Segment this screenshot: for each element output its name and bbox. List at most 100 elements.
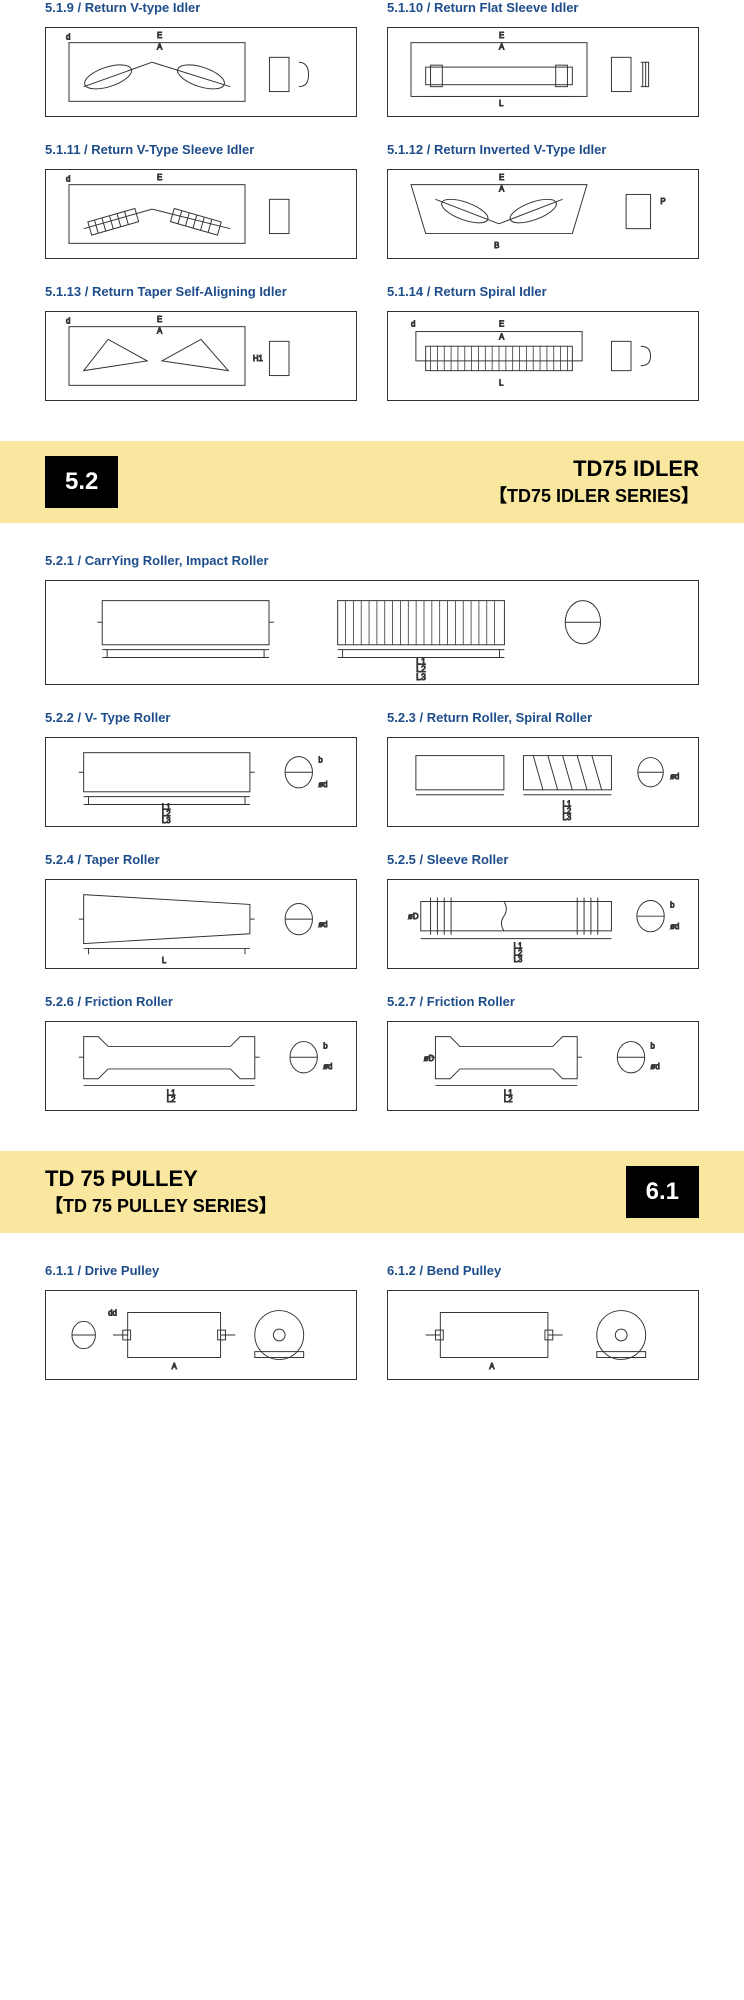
svg-text:d: d bbox=[411, 320, 415, 329]
svg-text:L: L bbox=[499, 99, 504, 108]
diagram-bend-pulley: A bbox=[387, 1290, 699, 1380]
item-5113: 5.1.13 / Return Taper Self-Aligning Idle… bbox=[45, 284, 357, 401]
item-525: 5.2.5 / Sleeve Roller L1 bbox=[387, 852, 699, 969]
svg-text:L3: L3 bbox=[563, 813, 572, 822]
svg-text:E: E bbox=[499, 31, 504, 40]
item-519: 5.1.9 / Return V-type Idler E A d bbox=[45, 0, 357, 117]
svg-text:b: b bbox=[651, 1041, 656, 1050]
svg-text:L3: L3 bbox=[162, 816, 171, 825]
diagram-inverted-vtype: E A B P bbox=[387, 169, 699, 259]
item-title: 6.1.2 / Bend Pulley bbox=[387, 1263, 699, 1278]
svg-text:L2: L2 bbox=[504, 1095, 513, 1104]
diagram-friction-roller-1: L1 L2 b ød bbox=[45, 1021, 357, 1111]
item-title: 5.1.11 / Return V-Type Sleeve Idler bbox=[45, 142, 357, 157]
svg-text:A: A bbox=[157, 43, 163, 52]
item-612: 6.1.2 / Bend Pulley A bbox=[387, 1263, 699, 1380]
diagram-vtype-roller: L1 L2 L3 b ød bbox=[45, 737, 357, 827]
svg-text:ød: ød bbox=[318, 780, 327, 789]
svg-text:L3: L3 bbox=[514, 955, 523, 964]
svg-text:P: P bbox=[660, 197, 665, 206]
svg-text:d: d bbox=[66, 33, 70, 42]
item-title: 5.2.1 / CarrYing Roller, Impact Roller bbox=[45, 553, 699, 568]
svg-text:ød: ød bbox=[651, 1062, 660, 1071]
svg-text:E: E bbox=[499, 320, 504, 329]
item-522: 5.2.2 / V- Type Roller L1 bbox=[45, 710, 357, 827]
section-51-content: 5.1.9 / Return V-type Idler E A d bbox=[0, 0, 744, 401]
svg-text:A: A bbox=[157, 327, 163, 336]
svg-text:E: E bbox=[157, 173, 162, 182]
diagram-return-spiral-roller: L1 L2 L3 ød bbox=[387, 737, 699, 827]
row-526-527: 5.2.6 / Friction Roller L1 L2 b ød bbox=[45, 994, 699, 1111]
svg-text:B: B bbox=[494, 241, 499, 250]
diagram-carrying-impact: L1 L2 L3 bbox=[45, 580, 699, 685]
item-title: 5.2.2 / V- Type Roller bbox=[45, 710, 357, 725]
row-611-612: 6.1.1 / Drive Pulley A bbox=[45, 1263, 699, 1380]
section-number-52: 5.2 bbox=[45, 456, 118, 508]
svg-text:H1: H1 bbox=[253, 354, 263, 363]
item-title: 5.1.14 / Return Spiral Idler bbox=[387, 284, 699, 299]
svg-text:øD: øD bbox=[424, 1054, 435, 1063]
svg-text:ød: ød bbox=[670, 922, 679, 931]
item-526: 5.2.6 / Friction Roller L1 L2 b ød bbox=[45, 994, 357, 1111]
banner-52: 5.2 TD75 IDLER 【TD75 IDLER SERIES】 bbox=[0, 441, 744, 523]
row-524-525: 5.2.4 / Taper Roller L ød bbox=[45, 852, 699, 969]
diagram-flat-sleeve-idler: E A L bbox=[387, 27, 699, 117]
svg-text:b: b bbox=[323, 1041, 328, 1050]
item-523: 5.2.3 / Return Roller, Spiral Roller L1 … bbox=[387, 710, 699, 827]
section-title-61: TD 75 PULLEY 【TD 75 PULLEY SERIES】 bbox=[45, 1166, 277, 1218]
item-title: 5.1.13 / Return Taper Self-Aligning Idle… bbox=[45, 284, 357, 299]
banner-61: 6.1 TD 75 PULLEY 【TD 75 PULLEY SERIES】 bbox=[0, 1151, 744, 1233]
row-5111-5112: 5.1.11 / Return V-Type Sleeve Idler E d bbox=[45, 142, 699, 259]
item-521: 5.2.1 / CarrYing Roller, Impact Roller bbox=[45, 553, 699, 685]
svg-text:E: E bbox=[157, 31, 162, 40]
svg-text:b: b bbox=[318, 755, 323, 764]
svg-text:A: A bbox=[172, 1362, 178, 1371]
row-522-523: 5.2.2 / V- Type Roller L1 bbox=[45, 710, 699, 827]
item-524: 5.2.4 / Taper Roller L ød bbox=[45, 852, 357, 969]
svg-text:A: A bbox=[499, 185, 505, 194]
svg-text:A: A bbox=[499, 332, 505, 341]
item-title: 5.1.10 / Return Flat Sleeve Idler bbox=[387, 0, 699, 15]
item-5114: 5.1.14 / Return Spiral Idler E A L bbox=[387, 284, 699, 401]
svg-text:A: A bbox=[489, 1362, 495, 1371]
item-611: 6.1.1 / Drive Pulley A bbox=[45, 1263, 357, 1380]
svg-text:øD: øD bbox=[408, 912, 419, 921]
diagram-drive-pulley: A dd bbox=[45, 1290, 357, 1380]
item-title: 5.2.3 / Return Roller, Spiral Roller bbox=[387, 710, 699, 725]
row-519-5110: 5.1.9 / Return V-type Idler E A d bbox=[45, 0, 699, 117]
svg-text:ød: ød bbox=[670, 772, 679, 781]
svg-text:L2: L2 bbox=[167, 1095, 176, 1104]
svg-text:ød: ød bbox=[323, 1062, 332, 1071]
diagram-spiral-idler: E A L d bbox=[387, 311, 699, 401]
item-title: 5.1.12 / Return Inverted V-Type Idler bbox=[387, 142, 699, 157]
diagram-friction-roller-2: L1 L2 øD b ød bbox=[387, 1021, 699, 1111]
svg-text:ød: ød bbox=[318, 920, 327, 929]
diagram-v-type-idler: E A d bbox=[45, 27, 357, 117]
section-title-52: TD75 IDLER 【TD75 IDLER SERIES】 bbox=[489, 456, 699, 508]
item-5112: 5.1.12 / Return Inverted V-Type Idler E … bbox=[387, 142, 699, 259]
row-5113-5114: 5.1.13 / Return Taper Self-Aligning Idle… bbox=[45, 284, 699, 401]
svg-text:d: d bbox=[66, 317, 70, 326]
svg-text:L: L bbox=[499, 378, 504, 387]
svg-text:L: L bbox=[162, 956, 167, 965]
section-52-content: 5.2.1 / CarrYing Roller, Impact Roller bbox=[0, 553, 744, 1111]
item-title: 5.2.7 / Friction Roller bbox=[387, 994, 699, 1009]
item-title: 5.1.9 / Return V-type Idler bbox=[45, 0, 357, 15]
section-61-content: 6.1.1 / Drive Pulley A bbox=[0, 1263, 744, 1380]
item-title: 5.2.4 / Taper Roller bbox=[45, 852, 357, 867]
diagram-taper-self-aligning: E A d H1 bbox=[45, 311, 357, 401]
svg-text:E: E bbox=[499, 173, 504, 182]
item-title: 6.1.1 / Drive Pulley bbox=[45, 1263, 357, 1278]
section-number-61: 6.1 bbox=[626, 1166, 699, 1218]
svg-text:A: A bbox=[499, 43, 505, 52]
item-5111: 5.1.11 / Return V-Type Sleeve Idler E d bbox=[45, 142, 357, 259]
diagram-sleeve-roller: L1 L2 L3 øD b ød bbox=[387, 879, 699, 969]
item-5110: 5.1.10 / Return Flat Sleeve Idler E A L bbox=[387, 0, 699, 117]
svg-text:d: d bbox=[66, 175, 70, 184]
diagram-taper-roller: L ød bbox=[45, 879, 357, 969]
svg-text:b: b bbox=[670, 900, 675, 909]
svg-text:dd: dd bbox=[108, 1308, 117, 1317]
svg-text:L3: L3 bbox=[416, 672, 426, 682]
item-title: 5.2.6 / Friction Roller bbox=[45, 994, 357, 1009]
item-title: 5.2.5 / Sleeve Roller bbox=[387, 852, 699, 867]
